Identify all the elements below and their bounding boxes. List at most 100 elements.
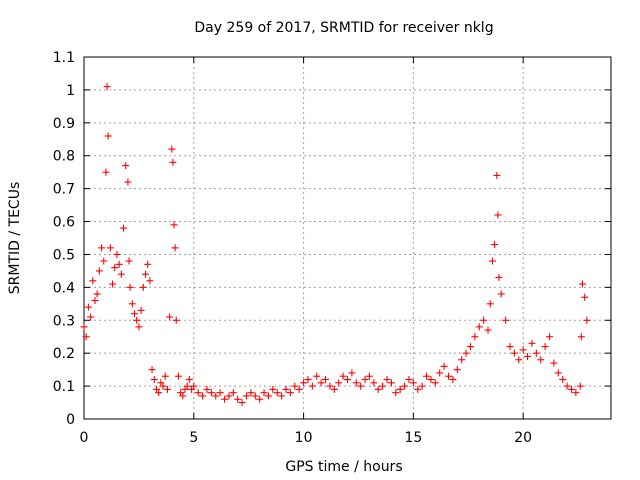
x-axis-label: GPS time / hours	[285, 459, 402, 475]
data-point	[563, 382, 571, 390]
data-point	[128, 300, 136, 308]
data-point	[466, 343, 474, 351]
data-point	[286, 389, 294, 397]
x-tick-label: 15	[404, 430, 422, 446]
grid-layer	[84, 57, 611, 419]
data-point	[117, 270, 125, 278]
data-point	[179, 392, 187, 400]
data-point	[103, 83, 111, 91]
y-tick-label: 0.8	[53, 149, 75, 165]
data-point	[256, 395, 264, 403]
data-point	[453, 366, 461, 374]
data-point	[308, 382, 316, 390]
data-point	[133, 316, 141, 324]
data-point	[480, 316, 488, 324]
data-point	[304, 376, 312, 384]
data-points	[80, 83, 591, 407]
data-point	[137, 306, 145, 314]
data-point	[387, 379, 395, 387]
data-point	[98, 244, 106, 252]
data-point	[212, 392, 220, 400]
x-tick-label: 5	[189, 430, 198, 446]
data-point	[273, 389, 281, 397]
data-point	[113, 250, 121, 258]
data-point	[357, 382, 365, 390]
data-point	[423, 372, 431, 380]
data-point	[581, 293, 589, 301]
y-tick-label: 0	[66, 412, 75, 428]
data-point	[260, 389, 268, 397]
data-point	[291, 382, 299, 390]
data-point	[89, 277, 97, 285]
data-point	[392, 389, 400, 397]
data-point	[322, 376, 330, 384]
data-point	[238, 399, 246, 407]
data-point	[524, 352, 532, 360]
data-point	[379, 382, 387, 390]
data-point	[546, 333, 554, 341]
data-point	[251, 392, 259, 400]
data-point	[532, 349, 540, 357]
y-tick-label: 0.4	[53, 280, 75, 296]
y-tick-label: 0.3	[53, 313, 75, 329]
data-point	[528, 339, 536, 347]
y-tick-label: 0.5	[53, 247, 75, 263]
y-axis-label: SRMTID / TECUs	[7, 182, 23, 295]
data-point	[169, 158, 177, 166]
data-point	[370, 379, 378, 387]
data-point	[554, 369, 562, 377]
data-point	[491, 241, 499, 249]
data-point	[120, 224, 128, 232]
data-point	[229, 389, 237, 397]
data-point	[161, 372, 169, 380]
data-point	[583, 316, 591, 324]
y-tick-label: 1	[66, 83, 75, 99]
data-point	[131, 310, 139, 318]
data-point	[313, 372, 321, 380]
data-point	[190, 382, 198, 390]
data-point	[365, 372, 373, 380]
data-point	[462, 349, 470, 357]
data-point	[216, 389, 224, 397]
data-point	[278, 392, 286, 400]
data-point	[166, 313, 174, 321]
x-tick-label: 0	[80, 430, 89, 446]
data-point	[414, 385, 422, 393]
data-point	[84, 303, 92, 311]
data-point	[174, 372, 182, 380]
data-point	[502, 316, 510, 324]
data-point	[339, 372, 347, 380]
data-point	[427, 376, 435, 384]
plot-frame	[83, 56, 612, 420]
data-point	[515, 356, 523, 364]
data-point	[361, 376, 369, 384]
data-point	[396, 385, 404, 393]
data-point	[409, 379, 417, 387]
data-point	[194, 389, 202, 397]
x-tick-label: 10	[295, 430, 313, 446]
data-point	[475, 323, 483, 331]
data-point	[135, 323, 143, 331]
tick-layer: 0 0.1 0.2 0.3 0.4 0.5 0.6 0.7 0.8 0.9 1 1.1 0 5 10 15 20	[53, 50, 611, 446]
data-point	[550, 359, 558, 367]
data-point	[144, 260, 152, 268]
y-tick-label: 1.1	[53, 50, 75, 66]
data-point	[269, 385, 277, 393]
data-point	[141, 270, 149, 278]
y-tick-label: 0.9	[53, 116, 75, 132]
data-point	[95, 267, 103, 275]
data-point	[264, 392, 272, 400]
data-point	[234, 395, 242, 403]
data-point	[183, 382, 191, 390]
y-tick-label: 0.2	[53, 346, 75, 362]
data-point	[106, 244, 114, 252]
data-point	[488, 257, 496, 265]
data-point	[199, 392, 207, 400]
data-point	[436, 369, 444, 377]
data-point	[572, 389, 580, 397]
data-point	[519, 346, 527, 354]
data-point	[326, 382, 334, 390]
data-point	[405, 376, 413, 384]
data-point	[104, 132, 112, 140]
